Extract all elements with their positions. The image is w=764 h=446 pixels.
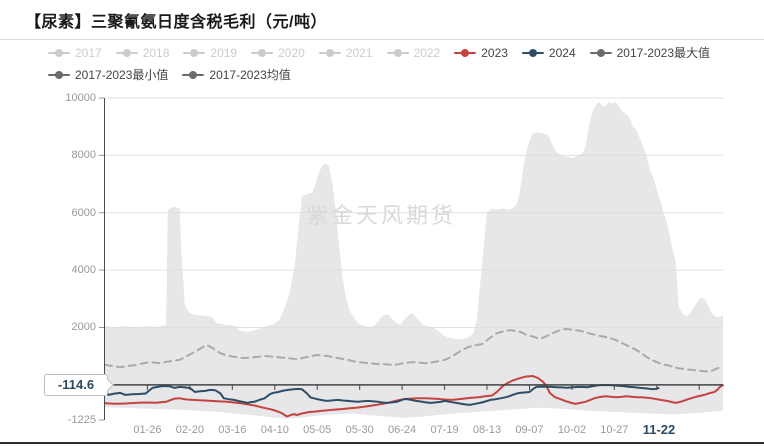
series-line-2023: [104, 375, 724, 418]
x-tick-label-08-13: 08-13: [472, 424, 502, 436]
x-axis-pointer-label: 11-22: [630, 421, 688, 439]
line-dot-marker-icon: [251, 48, 274, 58]
axes: [99, 97, 723, 421]
legend-item-2022[interactable]: 2022: [386, 46, 441, 60]
series-line-2017-2023均值: [104, 327, 724, 373]
legend-item-label: 2017: [75, 46, 102, 60]
gridlines: [105, 97, 723, 328]
legend-item-label: 2022: [413, 46, 441, 60]
x-tick-label-09-07: 09-07: [515, 424, 544, 436]
title-separator: [0, 39, 764, 40]
legend-row-2: 2017-2023最小值 2017-2023均值: [48, 64, 748, 86]
series-line-2024: [104, 384, 660, 406]
line-dot-marker-icon: [318, 48, 341, 58]
line-dot-marker-icon: [183, 48, 206, 58]
y-tick-label-4000: 4000: [71, 264, 96, 277]
y-tick-label-2000: 2000: [71, 321, 96, 334]
legend-item-min-2017-2023[interactable]: 2017-2023最小值: [48, 69, 168, 81]
x-tick-label-01-26: 01-26: [133, 424, 162, 436]
legend-item-label: 2017-2023最小值: [75, 68, 169, 82]
line-dot-marker-icon: [454, 48, 477, 58]
y-axis-pointer-value: -114.6: [57, 377, 95, 392]
legend-item-label: 2023: [481, 46, 508, 60]
line-dot-marker-icon: [182, 70, 205, 80]
x-tick-label-10-02: 10-02: [557, 424, 586, 436]
x-tick-label-05-30: 05-30: [345, 424, 374, 436]
line-dot-marker-icon: [386, 48, 409, 58]
line-dot-marker-icon: [589, 48, 612, 58]
legend-item-label: 2019: [210, 46, 238, 60]
legend-item-2021[interactable]: 2021: [318, 46, 373, 60]
legend-item-2018[interactable]: 2018: [115, 46, 170, 60]
legend: 2017 2018 2019 2020 2021 2022 2023 2024 2017-202…: [48, 42, 748, 86]
x-tick-label-03-16: 03-16: [218, 424, 247, 436]
line-dot-marker-icon: [48, 70, 70, 80]
y-tick-label-8000: 8000: [71, 149, 96, 162]
legend-item-label: 2024: [548, 46, 576, 60]
x-tick-label-10-27: 10-27: [600, 424, 629, 436]
x-tick-label-05-05: 05-05: [303, 424, 332, 436]
legend-item-2020[interactable]: 2020: [251, 47, 305, 59]
x-tick-label-02-20: 02-20: [175, 424, 204, 436]
legend-item-label: 2021: [345, 46, 373, 60]
x-tick-label-07-19: 07-19: [430, 424, 459, 436]
legend-item-max-2017-2023[interactable]: 2017-2023最大值: [589, 46, 711, 60]
legend-item-2024[interactable]: 2024: [521, 46, 576, 60]
bottom-border: [0, 442, 764, 444]
y-tick-label-6000: 6000: [71, 206, 96, 219]
legend-item-2023[interactable]: 2023: [454, 47, 508, 59]
band-2017-2023-range: [105, 102, 723, 419]
y-tick-label--1225: -1225: [67, 414, 96, 426]
line-dot-marker-icon: [521, 48, 544, 58]
x-tick-label-06-24: 06-24: [388, 424, 417, 436]
legend-item-2019[interactable]: 2019: [183, 47, 237, 59]
x-tick-label-04-10: 04-10: [260, 424, 289, 436]
legend-item-label: 2020: [278, 46, 305, 60]
y-tick-label-10000: 10000: [65, 92, 96, 104]
legend-item-label: 2017-2023均值: [209, 68, 291, 82]
legend-item-label: 2017-2023最大值: [616, 46, 711, 60]
legend-item-label: 2018: [142, 46, 170, 60]
line-dot-marker-icon: [48, 48, 70, 58]
legend-item-2017[interactable]: 2017: [48, 47, 102, 59]
legend-row-1: 2017 2018 2019 2020 2021 2022 2023 2024 2017-202…: [48, 42, 748, 64]
legend-item-avg-2017-2023[interactable]: 2017-2023均值: [182, 68, 291, 82]
y-axis-pointer-badge: -114.6: [44, 374, 108, 396]
line-dot-marker-icon: [115, 48, 138, 58]
chart-title: 【尿素】三聚氰氨日度含税毛利（元/吨）: [25, 14, 327, 31]
